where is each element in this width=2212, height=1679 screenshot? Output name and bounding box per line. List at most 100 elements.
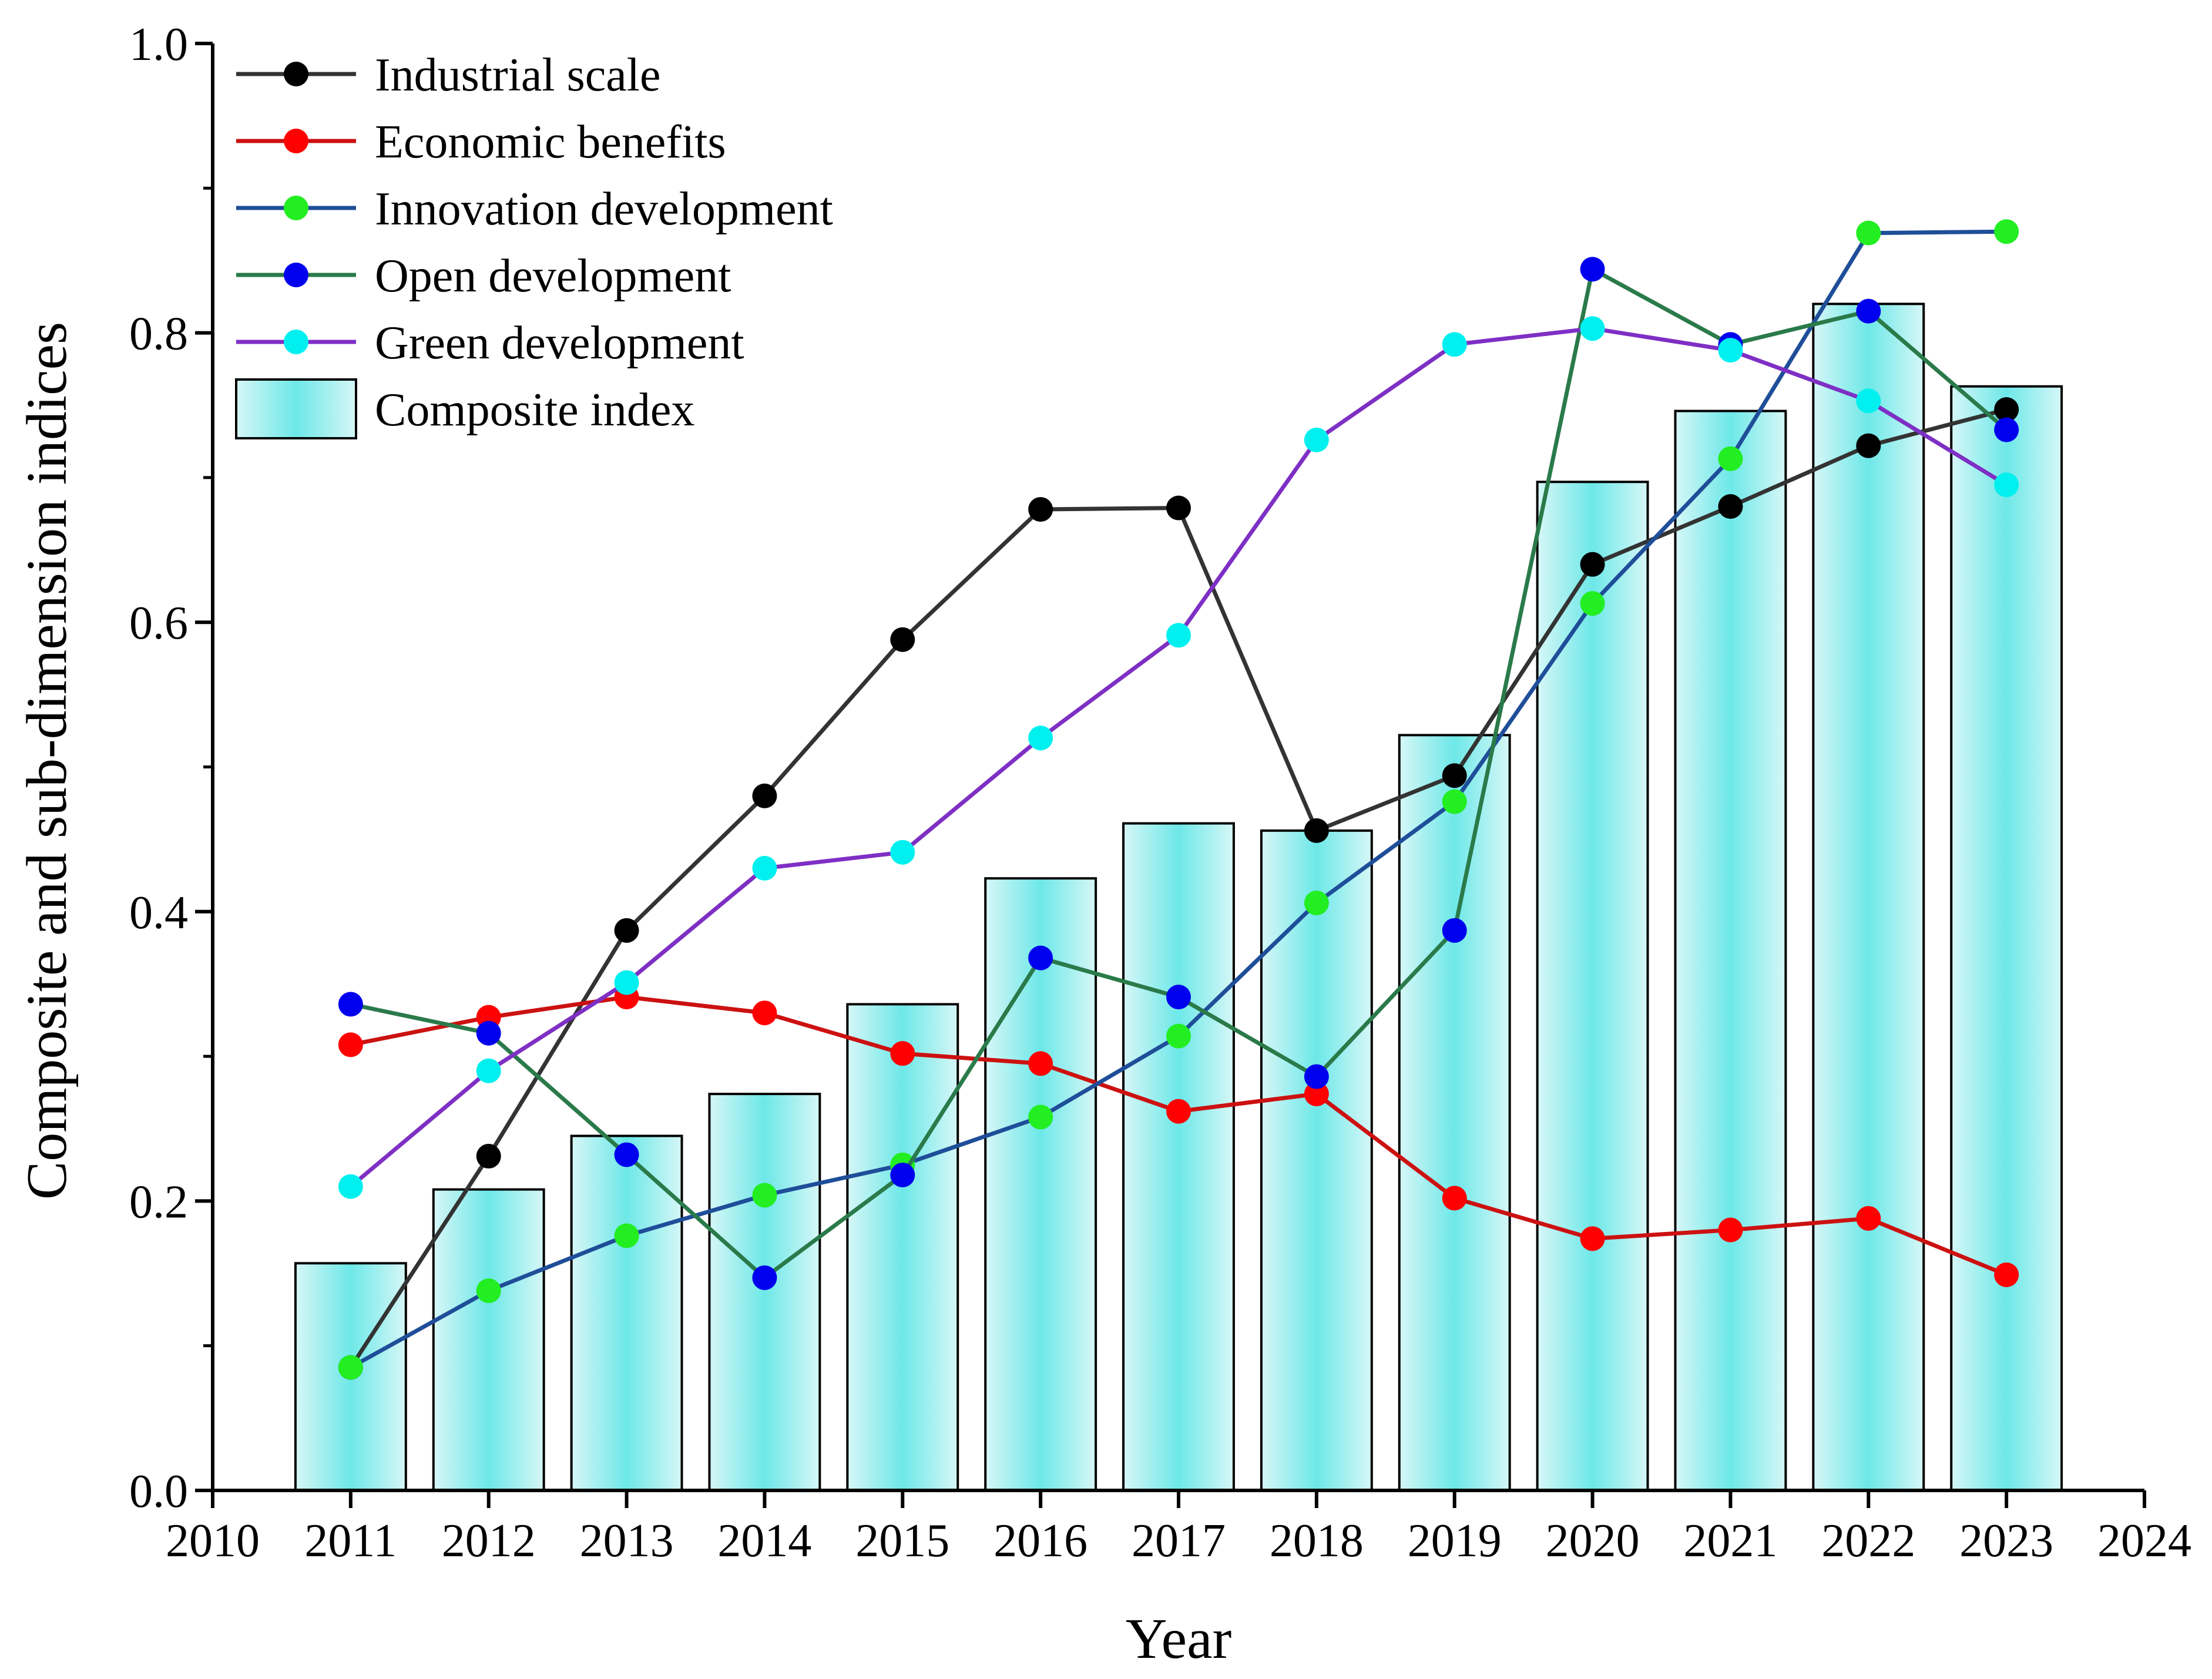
series-point-4-2022 xyxy=(1856,388,1881,414)
series-point-2-2022 xyxy=(1856,220,1881,246)
series-point-3-2017 xyxy=(1166,985,1191,1010)
series-4 xyxy=(338,316,2019,1199)
x-tick-label-2015: 2015 xyxy=(855,1515,949,1567)
series-point-4-2018 xyxy=(1304,427,1329,452)
legend-label-3: Open development xyxy=(375,250,731,302)
y-tick-label-0.6: 0.6 xyxy=(129,597,188,649)
x-tick-label-2012: 2012 xyxy=(442,1515,536,1567)
legend-bar-swatch xyxy=(235,378,357,439)
legend-label-0: Industrial scale xyxy=(375,49,660,101)
series-point-0-2020 xyxy=(1580,552,1605,577)
legend-marker-1 xyxy=(284,129,308,153)
series-point-3-2019 xyxy=(1442,918,1467,943)
x-tick-label-2020: 2020 xyxy=(1546,1515,1640,1567)
composite-bar-2019 xyxy=(1398,734,1511,1492)
x-tick-label-2014: 2014 xyxy=(717,1515,811,1567)
composite-bar-2015 xyxy=(846,1003,959,1492)
series-point-0-2022 xyxy=(1856,433,1881,458)
series-point-2-2019 xyxy=(1442,789,1467,814)
series-point-3-2020 xyxy=(1580,257,1605,282)
series-point-4-2013 xyxy=(614,970,639,995)
series-point-2-2013 xyxy=(614,1223,639,1248)
legend-label-1: Economic benefits xyxy=(375,116,726,168)
series-point-3-2012 xyxy=(476,1020,501,1046)
series-point-3-2013 xyxy=(614,1142,639,1167)
series-point-4-2015 xyxy=(890,840,915,865)
series-1 xyxy=(338,985,2019,1288)
series-point-1-2022 xyxy=(1856,1205,1881,1231)
composite-bar-2023 xyxy=(1950,385,2063,1492)
series-point-0-2012 xyxy=(476,1144,501,1169)
series-point-0-2023 xyxy=(1994,397,2019,422)
series-2 xyxy=(338,219,2019,1380)
series-point-4-2023 xyxy=(1994,472,2019,498)
series-point-1-2017 xyxy=(1166,1099,1191,1124)
series-point-2-2021 xyxy=(1718,446,1743,471)
series-point-3-2015 xyxy=(890,1163,915,1188)
series-point-2-2018 xyxy=(1304,891,1329,916)
composite-bar-2018 xyxy=(1260,829,1373,1492)
composite-bar-2021 xyxy=(1674,409,1787,1492)
series-point-3-2016 xyxy=(1028,945,1053,971)
legend-label-composite: Composite index xyxy=(375,384,694,436)
x-tick-label-2022: 2022 xyxy=(1821,1515,1915,1567)
series-point-0-2018 xyxy=(1304,818,1329,843)
series-point-4-2019 xyxy=(1442,332,1467,357)
series-point-3-2022 xyxy=(1856,298,1881,324)
y-tick-label-0.4: 0.4 xyxy=(129,887,188,939)
composite-bar-2020 xyxy=(1536,481,1649,1492)
series-point-0-2017 xyxy=(1166,495,1191,521)
series-point-0-2021 xyxy=(1718,494,1743,519)
series-point-4-2014 xyxy=(752,855,777,881)
series-point-4-2012 xyxy=(476,1058,501,1083)
composite-bar-2022 xyxy=(1812,303,1925,1492)
composite-bar-2016 xyxy=(984,877,1097,1492)
series-point-1-2018 xyxy=(1304,1082,1329,1107)
series-point-4-2011 xyxy=(338,1174,363,1199)
series-point-1-2019 xyxy=(1442,1186,1467,1211)
series-point-1-2016 xyxy=(1028,1051,1053,1076)
series-point-4-2020 xyxy=(1580,316,1605,341)
series-point-4-2016 xyxy=(1028,726,1053,751)
x-tick-label-2019: 2019 xyxy=(1408,1515,1502,1567)
y-tick-label-0.8: 0.8 xyxy=(129,308,188,360)
x-tick-label-2021: 2021 xyxy=(1683,1515,1777,1567)
series-point-2-2023 xyxy=(1994,219,2019,244)
legend-marker-4 xyxy=(284,330,308,354)
legend-marker-2 xyxy=(284,196,308,220)
y-axis-label: Composite and sub-dimension indices xyxy=(15,322,79,1200)
composite-index-bars xyxy=(294,303,2063,1492)
series-point-2-2011 xyxy=(338,1355,363,1380)
y-tick-label-0.0: 0.0 xyxy=(129,1466,188,1517)
legend: Industrial scale Economic benefits Innovat… xyxy=(235,49,833,439)
series-point-0-2015 xyxy=(890,627,915,652)
x-axis-label: Year xyxy=(1126,1607,1232,1671)
series-point-2-2012 xyxy=(476,1278,501,1304)
x-tick-label-2013: 2013 xyxy=(580,1515,674,1567)
composite-bar-2017 xyxy=(1122,822,1235,1492)
x-tick-label-2011: 2011 xyxy=(304,1515,397,1567)
series-point-1-2020 xyxy=(1580,1226,1605,1251)
x-tick-label-2024: 2024 xyxy=(2097,1515,2191,1567)
axes: 2010 2011 2012 2013 2014 2015 2016 2017 2018 2019… xyxy=(129,19,2191,1567)
series-point-4-2021 xyxy=(1718,338,1743,363)
composite-bar-2012 xyxy=(432,1188,545,1492)
series-point-1-2021 xyxy=(1718,1217,1743,1243)
series-lines xyxy=(338,219,2019,1380)
legend-label-4: Green development xyxy=(375,317,744,369)
series-point-2-2014 xyxy=(752,1183,777,1208)
series-point-0-2016 xyxy=(1028,497,1053,522)
x-tick-label-2016: 2016 xyxy=(993,1515,1087,1567)
series-point-3-2011 xyxy=(338,992,363,1017)
series-point-1-2015 xyxy=(890,1041,915,1066)
series-point-2-2017 xyxy=(1166,1023,1191,1049)
series-point-0-2014 xyxy=(752,783,777,808)
x-tick-label-2017: 2017 xyxy=(1132,1515,1226,1567)
series-point-0-2019 xyxy=(1442,763,1467,788)
series-point-3-2018 xyxy=(1304,1064,1329,1089)
series-point-2-2020 xyxy=(1580,591,1605,616)
series-point-1-2014 xyxy=(752,1000,777,1026)
x-tick-label-2018: 2018 xyxy=(1270,1515,1364,1567)
x-tick-label-2010: 2010 xyxy=(166,1515,260,1567)
